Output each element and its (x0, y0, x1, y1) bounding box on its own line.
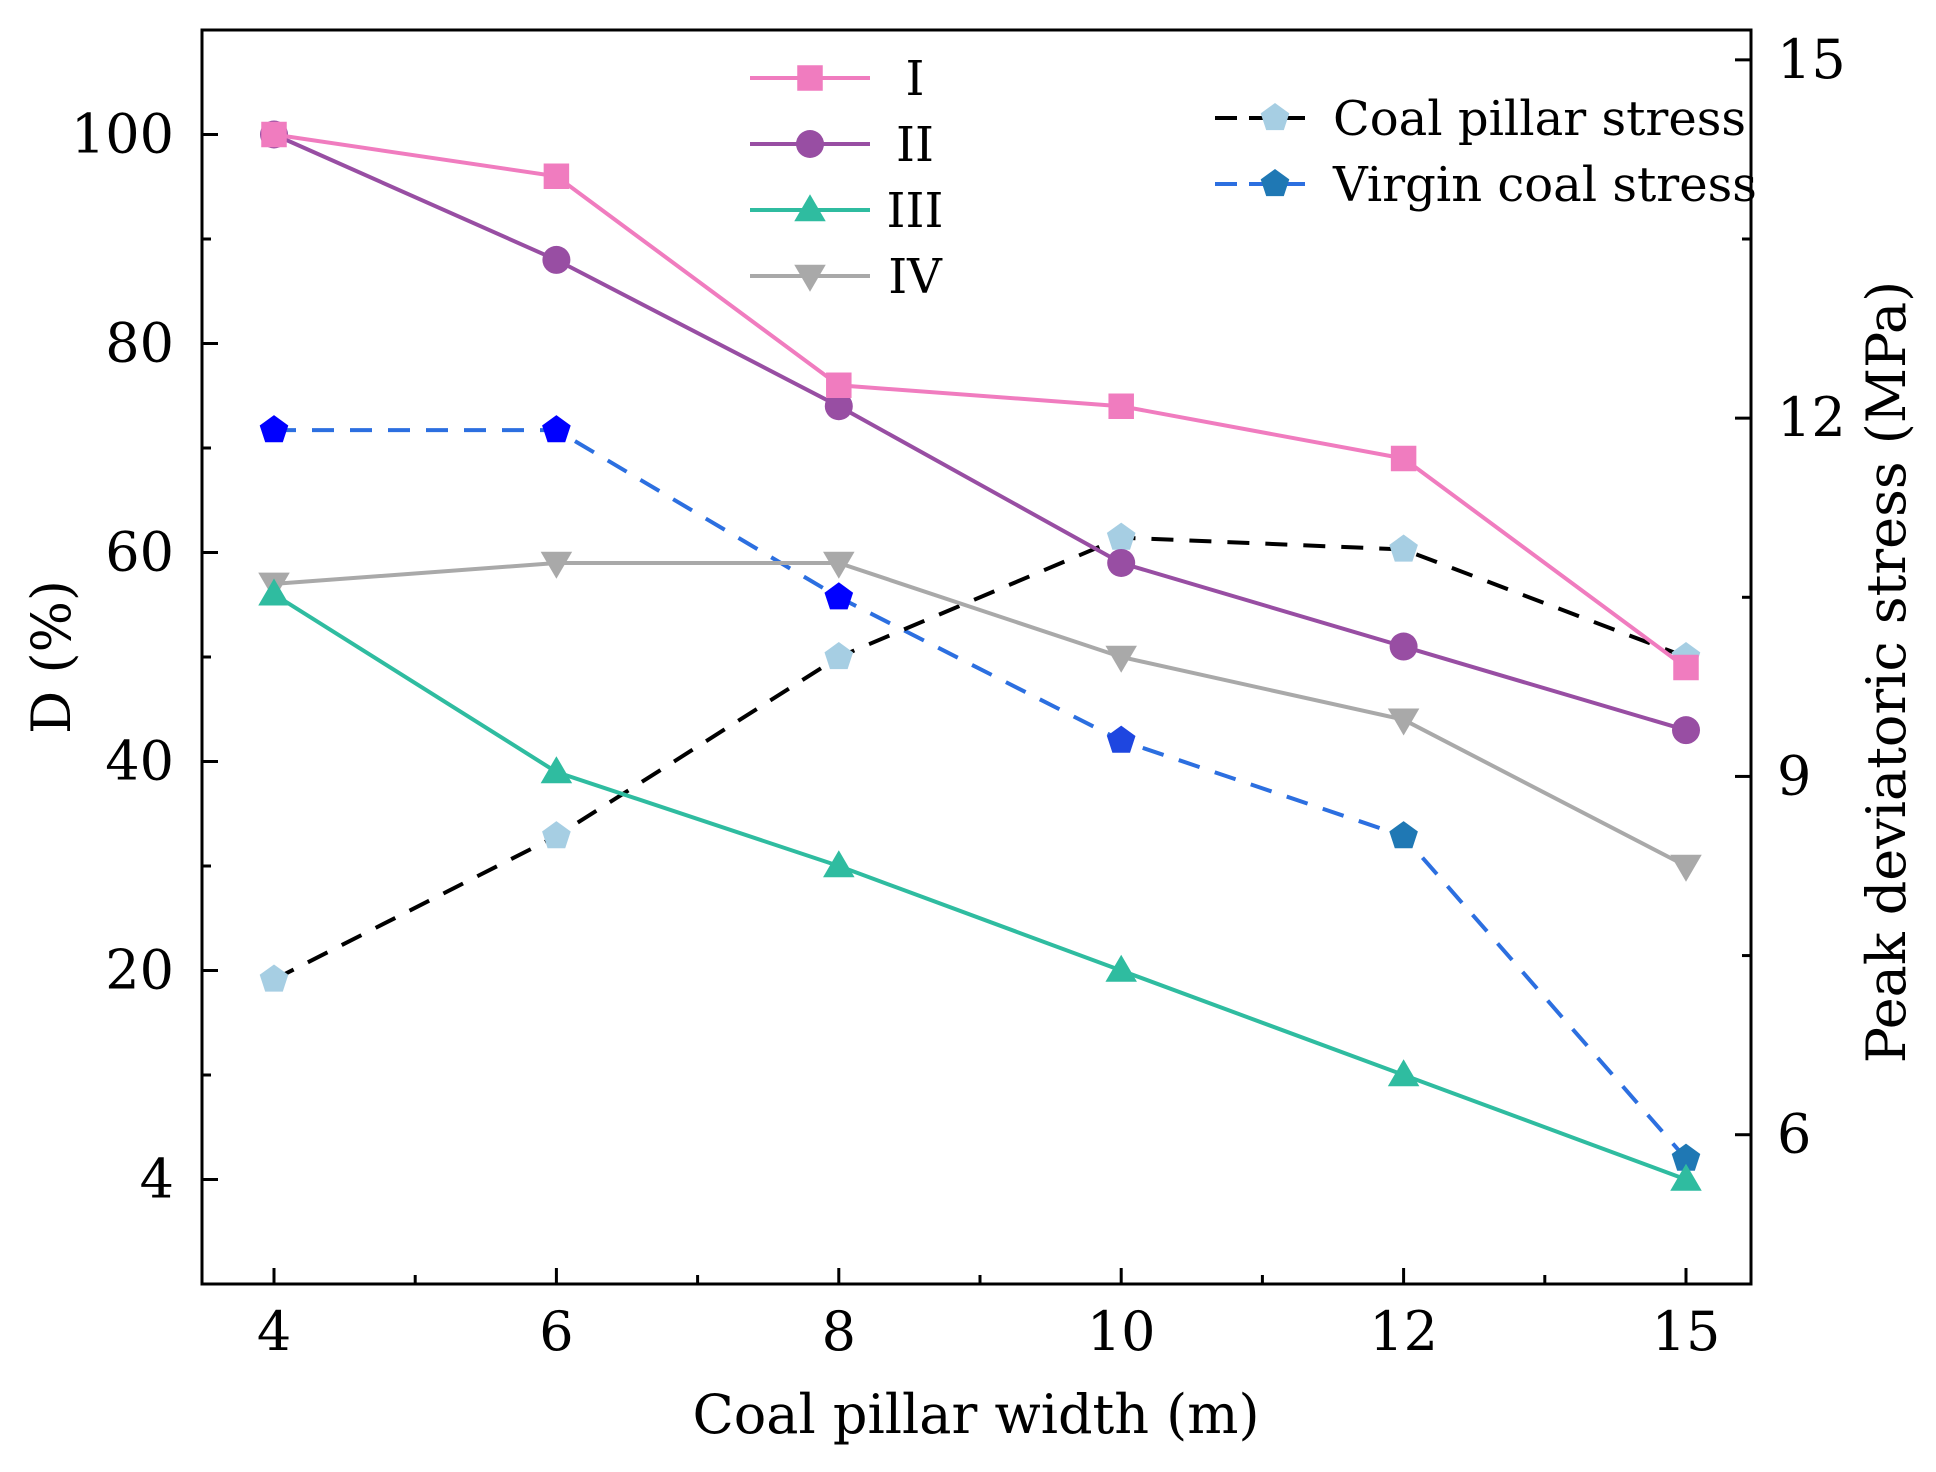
y-left-tick-label: 60 (105, 521, 174, 584)
legend-item-iv: IV (750, 249, 943, 305)
series-line (272, 592, 1687, 1182)
legend-swatch-marker (1260, 169, 1290, 197)
series-iii (258, 578, 1702, 1191)
legend-swatch-marker (794, 194, 826, 222)
data-point (542, 821, 571, 849)
data-point (1387, 708, 1420, 736)
x-tick-label: 10 (1087, 1300, 1156, 1363)
data-point (1671, 1143, 1701, 1171)
series-line (273, 535, 1687, 982)
x-axis-title: Coal pillar width (m) (692, 1383, 1259, 1446)
legend-label: IV (888, 249, 943, 305)
legend-swatch-marker (797, 65, 823, 91)
legend-swatch-marker (794, 264, 826, 292)
series-coal-pillar-stress (259, 522, 1701, 992)
axes: 4 6 8 10 12 15 4 20 40 60 80 100 6 9 12 15 (71, 28, 1846, 1363)
legend-label: II (896, 117, 934, 173)
data-point (823, 850, 855, 878)
x-tick-label: 15 (1652, 1300, 1721, 1363)
data-point (543, 163, 570, 190)
series-line (273, 132, 1687, 733)
data-point (1105, 954, 1137, 982)
data-point (1389, 632, 1418, 661)
series-line (273, 561, 1687, 868)
x-tick-label: 6 (539, 1300, 573, 1363)
data-point (823, 551, 855, 579)
data-point (540, 551, 573, 579)
data-point (826, 372, 852, 399)
y-left-tick-label: 100 (71, 103, 174, 166)
data-point (261, 121, 287, 148)
legend-item-iii: III (750, 183, 943, 239)
series-layer (258, 120, 1702, 1191)
legend-label: Virgin coal stress (1332, 157, 1757, 213)
data-point (542, 245, 571, 274)
y-right-tick-label: 15 (1777, 28, 1846, 91)
data-point (259, 964, 289, 992)
data-point (540, 756, 573, 784)
data-point (824, 392, 853, 421)
series-line (274, 428, 1688, 1160)
y-left-tick-label: 4 (140, 1148, 174, 1211)
y-right-tick-label: 12 (1777, 386, 1846, 449)
data-point (1389, 821, 1418, 849)
data-point (1387, 1059, 1420, 1087)
legend-item-ii: II (750, 117, 934, 173)
data-point (1673, 654, 1699, 681)
data-point (1672, 716, 1700, 745)
data-point (824, 582, 854, 610)
y-axis-left-title: D (%) (20, 580, 83, 734)
series-i (261, 121, 1699, 681)
data-point (1108, 393, 1134, 419)
y-left-tick-label: 20 (105, 939, 174, 1002)
data-point (1106, 522, 1136, 550)
x-tick-label: 4 (257, 1300, 291, 1363)
legend-swatch-marker (1260, 103, 1290, 131)
x-tick-label: 12 (1369, 1300, 1438, 1363)
legend-label: Coal pillar stress (1333, 91, 1746, 147)
data-point (1390, 445, 1417, 472)
legend-label: I (906, 51, 925, 107)
y-left-tick-label: 80 (105, 312, 174, 375)
data-point (1670, 1163, 1702, 1191)
legend-item-coal-pillar-stress: Coal pillar stress (1215, 91, 1746, 147)
data-point (542, 415, 571, 443)
data-point (824, 642, 854, 670)
legend-swatch-marker (796, 130, 824, 158)
data-point (1107, 548, 1136, 577)
data-point (1105, 645, 1137, 673)
series-iv (258, 551, 1702, 882)
data-point (259, 415, 289, 443)
series-ii (260, 120, 1700, 745)
y-axis-right-title: Peak deviatoric stress (MPa) (1855, 281, 1918, 1063)
data-point (1670, 854, 1702, 882)
data-point (258, 578, 290, 606)
y-right-tick-label: 9 (1777, 744, 1811, 807)
plot-frame (200, 28, 1753, 1286)
series-virgin-coal-stress (259, 415, 1701, 1171)
x-tick-label: 8 (822, 1300, 856, 1363)
data-point (1389, 534, 1418, 562)
legend-label: III (887, 183, 944, 239)
data-point (1106, 725, 1136, 753)
legend-item-virgin-coal-stress: Virgin coal stress (1215, 157, 1757, 213)
legend-item-i: I (750, 51, 924, 107)
y-left-tick-label: 40 (105, 730, 174, 793)
series-line (273, 132, 1688, 670)
y-right-tick-label: 6 (1777, 1103, 1811, 1166)
